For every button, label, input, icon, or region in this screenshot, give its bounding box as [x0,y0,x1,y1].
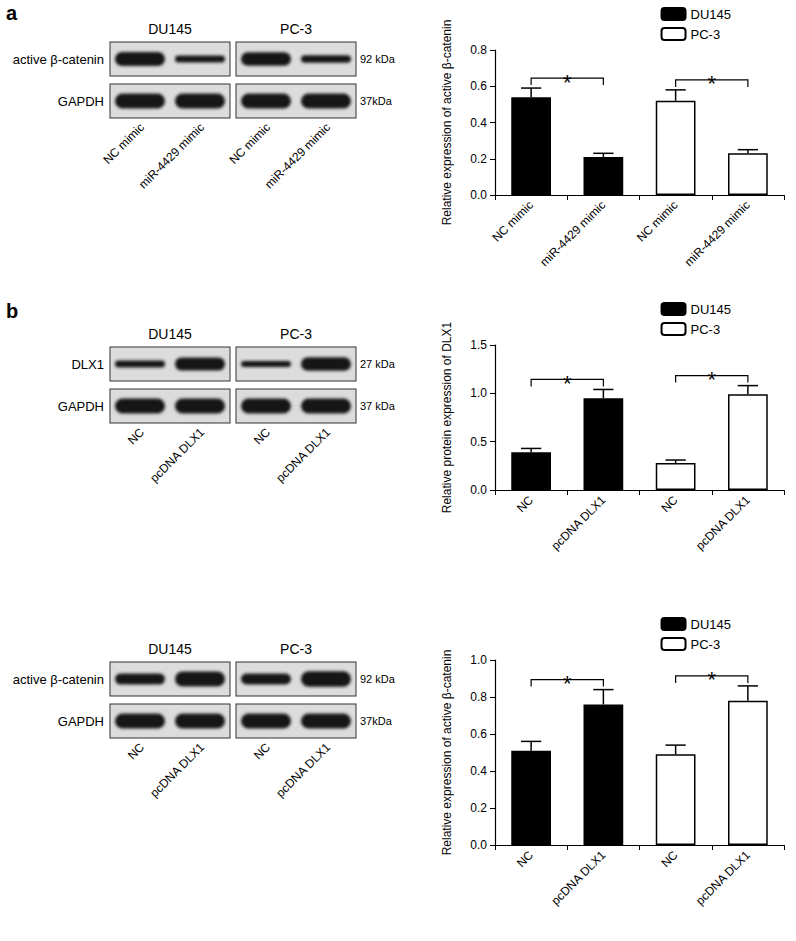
svg-text:miR-4429 mimic: miR-4429 mimic [136,120,207,191]
svg-text:Relative protein expression of: Relative protein expression of DLX1 [440,321,454,513]
svg-text:Relative expression of active: Relative expression of active β-catenin [440,20,454,226]
svg-text:GAPDH: GAPDH [58,94,104,109]
svg-text:NC: NC [658,493,680,515]
svg-text:NC: NC [251,740,273,762]
svg-text:0.2: 0.2 [470,801,487,815]
svg-text:miR-4429 mimic: miR-4429 mimic [537,198,608,269]
svg-text:DU145: DU145 [148,641,192,657]
svg-text:PC-3: PC-3 [280,326,312,342]
svg-text:*: * [563,671,572,696]
svg-text:pcDNA DLX1: pcDNA DLX1 [147,425,207,485]
svg-text:92 kDa: 92 kDa [360,53,396,65]
svg-text:*: * [563,371,572,396]
svg-text:0.6: 0.6 [470,79,487,93]
svg-text:NC: NC [514,493,536,515]
svg-text:DU145: DU145 [148,326,192,342]
svg-text:pcDNA DLX1: pcDNA DLX1 [147,740,207,800]
svg-text:PC-3: PC-3 [280,21,312,37]
svg-text:0.4: 0.4 [470,116,487,130]
svg-text:PC-3: PC-3 [691,27,721,42]
svg-text:Relative expression of active: Relative expression of active β-catenin [440,650,454,856]
svg-text:miR-4429 mimic: miR-4429 mimic [682,198,753,269]
svg-text:0.6: 0.6 [470,727,487,741]
svg-text:pcDNA DLX1: pcDNA DLX1 [693,493,753,553]
svg-text:DLX1: DLX1 [71,357,104,372]
svg-text:*: * [707,667,716,692]
svg-text:pcDNA DLX1: pcDNA DLX1 [548,848,608,908]
svg-text:DU145: DU145 [691,302,731,317]
svg-text:b: b [6,300,18,322]
svg-text:0.8: 0.8 [470,690,487,704]
svg-text:NC: NC [658,848,680,870]
svg-text:PC-3: PC-3 [691,637,721,652]
svg-text:92 kDa: 92 kDa [360,673,396,685]
svg-text:0.4: 0.4 [470,764,487,778]
svg-text:37kDa: 37kDa [360,95,393,107]
svg-text:37kDa: 37kDa [360,715,393,727]
svg-text:1.0: 1.0 [470,653,487,667]
svg-text:0.0: 0.0 [470,838,487,852]
svg-text:*: * [707,71,716,96]
svg-text:0.0: 0.0 [470,188,487,202]
svg-text:*: * [563,70,572,95]
svg-text:NC: NC [125,740,147,762]
svg-text:pcDNA DLX1: pcDNA DLX1 [273,425,333,485]
svg-text:NC mimic: NC mimic [634,198,681,245]
svg-text:NC mimic: NC mimic [226,120,273,167]
svg-text:NC: NC [514,848,536,870]
svg-text:*: * [707,367,716,392]
svg-text:miR-4429 mimic: miR-4429 mimic [262,120,333,191]
svg-text:a: a [6,2,18,24]
svg-text:pcDNA DLX1: pcDNA DLX1 [693,848,753,908]
svg-text:active β-catenin: active β-catenin [13,672,104,687]
svg-text:NC mimic: NC mimic [489,198,536,245]
svg-text:NC mimic: NC mimic [100,120,147,167]
svg-text:GAPDH: GAPDH [58,714,104,729]
svg-text:0.0: 0.0 [470,483,487,497]
svg-text:pcDNA DLX1: pcDNA DLX1 [548,493,608,553]
svg-text:PC-3: PC-3 [280,641,312,657]
svg-text:pcDNA DLX1: pcDNA DLX1 [273,740,333,800]
svg-text:1.0: 1.0 [470,386,487,400]
svg-text:DU145: DU145 [148,21,192,37]
svg-text:NC: NC [125,425,147,447]
svg-text:27 kDa: 27 kDa [360,358,396,370]
svg-text:active β-catenin: active β-catenin [13,52,104,67]
svg-text:1.5: 1.5 [470,338,487,352]
svg-text:GAPDH: GAPDH [58,399,104,414]
svg-text:37 kDa: 37 kDa [360,400,396,412]
svg-text:0.8: 0.8 [470,43,487,57]
svg-text:PC-3: PC-3 [691,322,721,337]
svg-text:DU145: DU145 [691,617,731,632]
svg-text:0.2: 0.2 [470,152,487,166]
svg-text:NC: NC [251,425,273,447]
svg-text:DU145: DU145 [691,7,731,22]
svg-text:0.5: 0.5 [470,435,487,449]
